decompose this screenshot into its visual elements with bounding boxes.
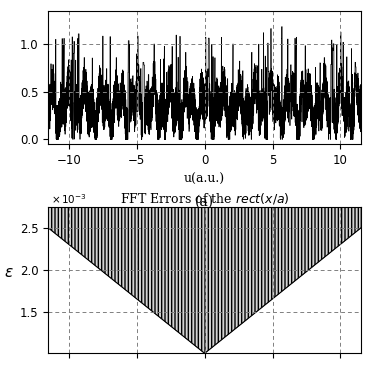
Text: (a): (a): [195, 195, 214, 209]
X-axis label: u(a.u.): u(a.u.): [184, 173, 225, 186]
Y-axis label: $\varepsilon$: $\varepsilon$: [4, 266, 14, 280]
Title: FFT Errors of the $\mathit{rect(x/a)}$: FFT Errors of the $\mathit{rect(x/a)}$: [120, 191, 289, 206]
Text: $\times\,10^{-3}$: $\times\,10^{-3}$: [51, 192, 87, 206]
